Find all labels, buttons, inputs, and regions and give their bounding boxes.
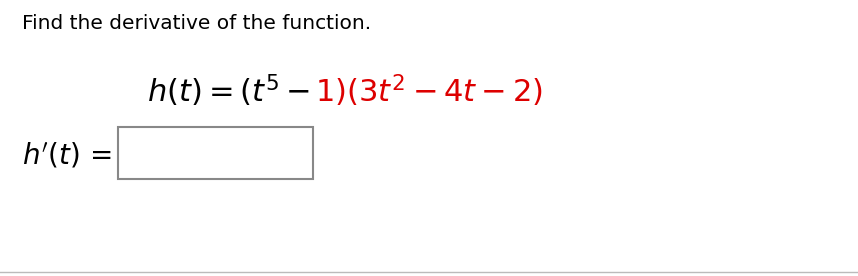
Text: $\mathit{h}(\mathit{t}) = (\mathit{t}^5 - $: $\mathit{h}(\mathit{t}) = (\mathit{t}^5 …	[147, 73, 310, 109]
Text: Find the derivative of the function.: Find the derivative of the function.	[22, 14, 372, 33]
Text: $\mathit{h}'(\mathit{t})$ =: $\mathit{h}'(\mathit{t})$ =	[22, 141, 112, 171]
Text: $\mathit{1})(\mathit{3t}^2 - \mathit{4t} - \mathit{2})$: $\mathit{1})(\mathit{3t}^2 - \mathit{4t}…	[315, 73, 543, 109]
FancyBboxPatch shape	[118, 127, 313, 179]
